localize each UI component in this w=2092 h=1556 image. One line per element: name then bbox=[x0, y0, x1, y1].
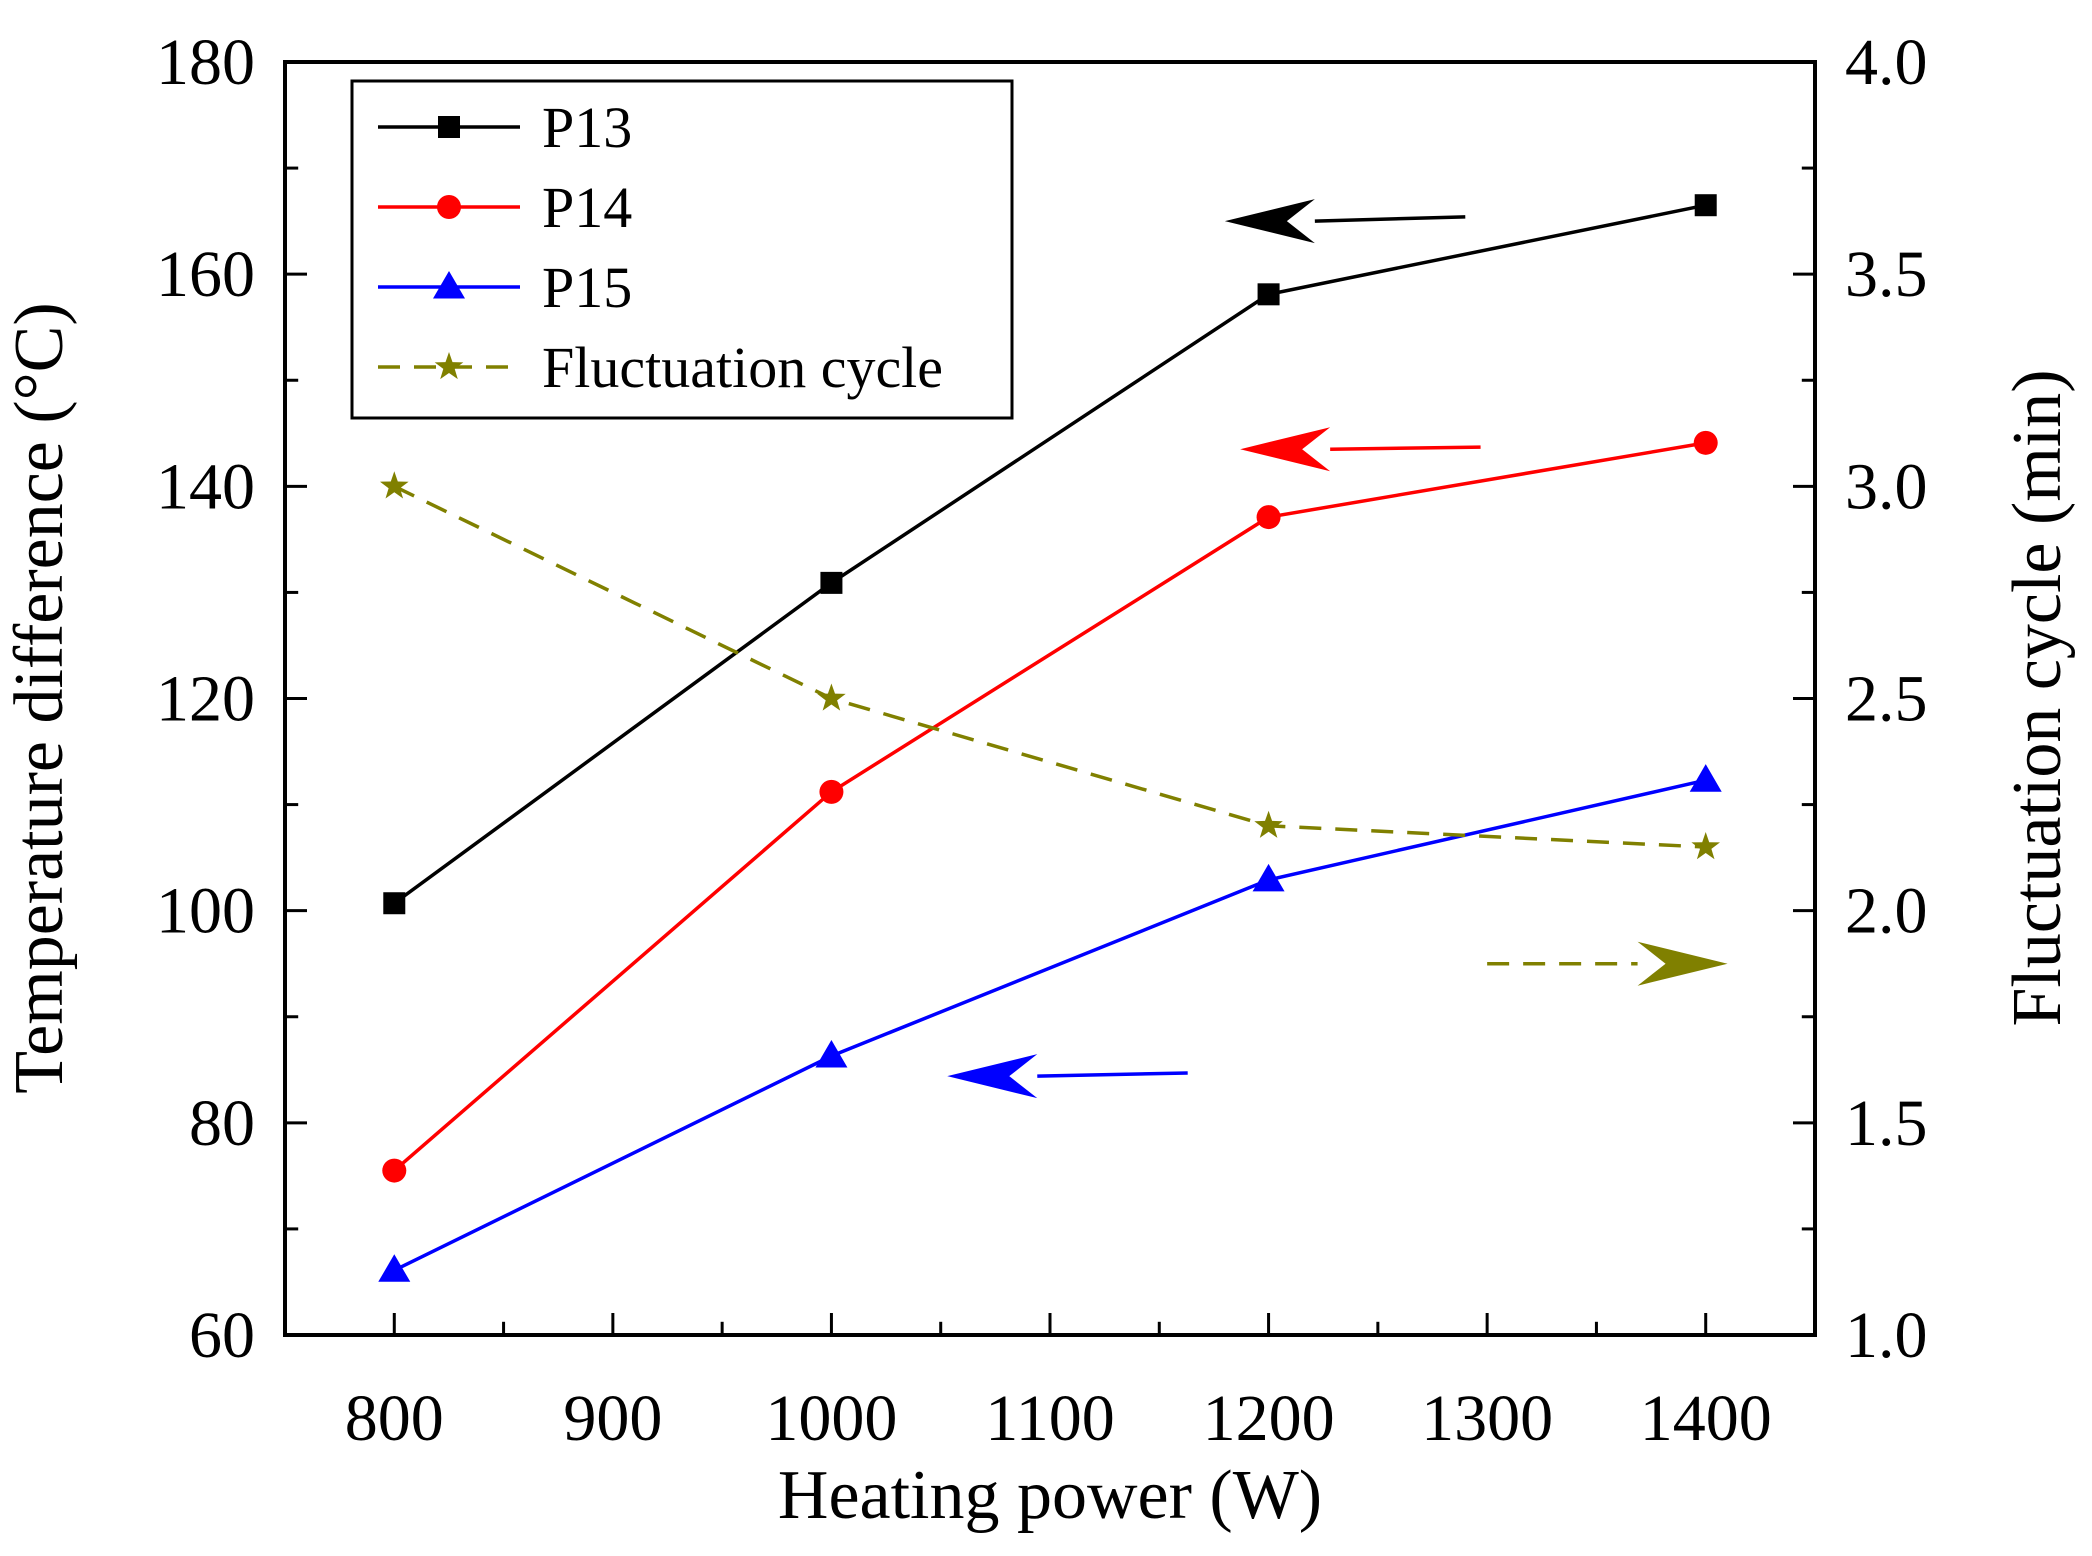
legend-box bbox=[350, 79, 1014, 420]
x-tick-labels: 800 900 1000 1100 1200 1300 1400 bbox=[345, 1382, 1772, 1455]
arrow-shaft bbox=[1330, 445, 1481, 451]
data-point-fluctuation-cycle bbox=[1254, 810, 1283, 838]
data-point-p15 bbox=[815, 1040, 848, 1068]
legend: P13 P14 P15 Fluctuation cycle bbox=[350, 79, 1014, 420]
arrow-shaft bbox=[1314, 215, 1466, 223]
data-point-p14 bbox=[1256, 505, 1281, 530]
data-point-fluctuation-cycle bbox=[817, 683, 846, 711]
series-line-fluctuation-cycle bbox=[393, 484, 1706, 849]
legend-label-p13: P13 bbox=[542, 95, 632, 160]
y-right-tick-label: 2.0 bbox=[1845, 875, 1928, 948]
data-point-p15 bbox=[378, 1254, 411, 1282]
x-tick-label: 1300 bbox=[1421, 1382, 1553, 1455]
legend-label-p15: P15 bbox=[542, 255, 632, 320]
data-point-p15 bbox=[1689, 764, 1722, 792]
data-point-p13 bbox=[820, 571, 843, 594]
data-point-p15 bbox=[1252, 863, 1285, 892]
legend-marker-fluctuation-cycle bbox=[434, 352, 464, 380]
y-left-tick-label: 120 bbox=[156, 663, 255, 736]
legend-marker-p15 bbox=[433, 271, 465, 299]
y-right-tick-label: 3.5 bbox=[1845, 238, 1928, 311]
data-point-p14 bbox=[382, 1158, 407, 1183]
y-left-tick-label: 100 bbox=[156, 875, 255, 948]
data-point-fluctuation-cycle bbox=[1691, 832, 1720, 860]
y-right-axis-title: Fluctuation cycle (min) bbox=[1999, 369, 2076, 1026]
y-left-tick-label: 140 bbox=[156, 450, 255, 523]
x-tick-label: 1400 bbox=[1640, 1382, 1772, 1455]
y-left-tick-label: 80 bbox=[189, 1087, 255, 1160]
arrow-head bbox=[947, 1054, 1038, 1099]
data-point-fluctuation-cycle bbox=[380, 471, 409, 499]
legend-label-fluctuation-cycle: Fluctuation cycle bbox=[542, 335, 943, 400]
series-line-p13 bbox=[393, 203, 1707, 905]
x-tick-label: 1200 bbox=[1203, 1382, 1335, 1455]
series-line-p15 bbox=[393, 778, 1707, 1272]
data-point-p14 bbox=[819, 779, 844, 804]
y-right-tick-labels: 1.0 1.5 2.0 2.5 3.0 3.5 4.0 bbox=[1845, 26, 1928, 1372]
arrow-head bbox=[1240, 427, 1331, 472]
x-tick-label: 1000 bbox=[765, 1382, 897, 1455]
y-right-tick-label: 3.0 bbox=[1845, 450, 1928, 523]
x-tick-label: 1100 bbox=[985, 1382, 1115, 1455]
y-right-tick-label: 1.5 bbox=[1845, 1087, 1928, 1160]
data-point-p13 bbox=[383, 892, 406, 915]
data-point-p14 bbox=[1693, 430, 1718, 455]
y-right-tick-label: 1.0 bbox=[1845, 1299, 1928, 1372]
arrow-head bbox=[1637, 941, 1728, 986]
annotation-arrows bbox=[947, 199, 1728, 1099]
y-left-tick-label: 160 bbox=[156, 238, 255, 311]
y-left-axis-title: Temperature difference (°C) bbox=[1, 302, 78, 1093]
legend-marker-p14 bbox=[437, 195, 461, 219]
plot-frame bbox=[283, 60, 1817, 1337]
arrow-shaft bbox=[1037, 1071, 1188, 1078]
data-point-p13 bbox=[1694, 194, 1717, 217]
series-markers bbox=[378, 194, 1722, 1282]
legend-label-p14: P14 bbox=[542, 175, 632, 240]
series-lines bbox=[393, 203, 1707, 1272]
y-left-tick-label: 60 bbox=[189, 1299, 255, 1372]
arrow-head bbox=[1224, 199, 1315, 244]
legend-marker-p13 bbox=[438, 116, 460, 138]
data-point-p13 bbox=[1257, 283, 1280, 306]
axis-ticks bbox=[283, 60, 1817, 1337]
series-line-p14 bbox=[393, 441, 1707, 1172]
x-tick-label: 900 bbox=[563, 1382, 662, 1455]
y-left-tick-label: 180 bbox=[156, 26, 255, 99]
y-right-tick-label: 2.5 bbox=[1845, 663, 1928, 736]
x-tick-label: 800 bbox=[345, 1382, 444, 1455]
y-right-tick-label: 4.0 bbox=[1845, 26, 1928, 99]
y-left-tick-labels: 60 80 100 120 140 160 180 bbox=[156, 26, 255, 1372]
x-axis-title: Heating power (W) bbox=[778, 1457, 1322, 1534]
